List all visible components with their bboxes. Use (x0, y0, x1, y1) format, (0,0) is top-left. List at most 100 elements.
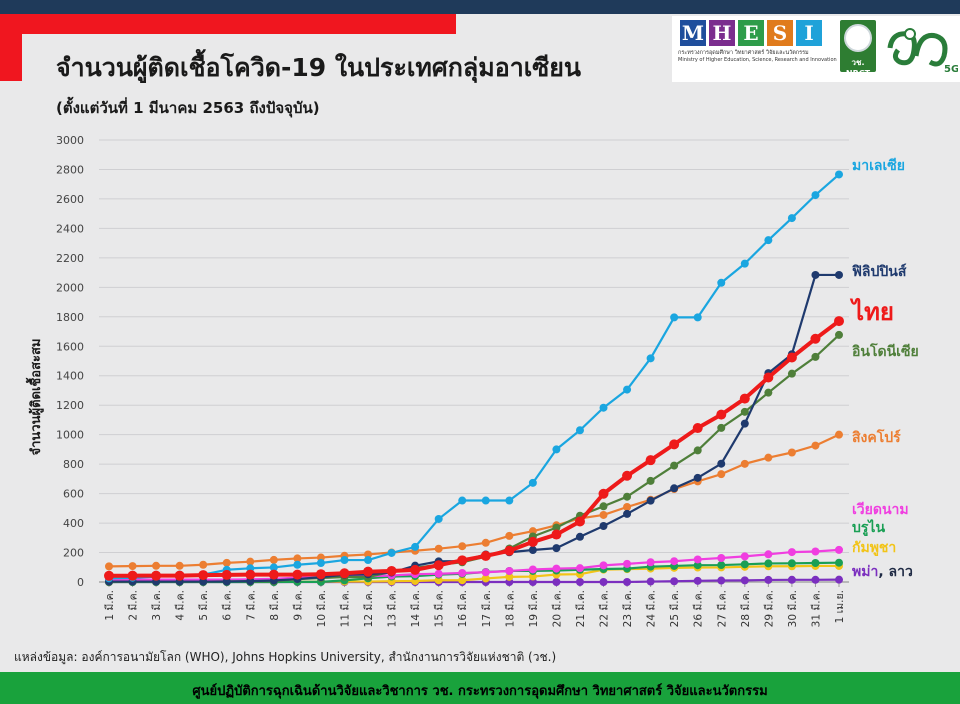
x-tick-15: 15 มี.ค. (433, 590, 446, 627)
point-1-24 (646, 354, 655, 363)
point-1-29 (764, 236, 773, 245)
x-axis-tick-labels: 1 มี.ค. 2 มี.ค. 3 มี.ค. 4 มี.ค. 5 มี.ค. 6 มี.… (103, 582, 846, 627)
point-2-32 (835, 270, 843, 279)
y-axis-tick-labels: 0 200 400 600 800 1000 1200 1400 1600 1800 2000 220… (56, 134, 84, 589)
top-navy-bar (0, 0, 960, 14)
y-tick-400: 400 (63, 517, 84, 530)
point-8-19 (528, 572, 537, 581)
y-tick-2800: 2800 (56, 163, 84, 176)
point-6-15 (434, 569, 443, 578)
y-tick-2600: 2600 (56, 193, 84, 206)
x-tick-2: 2 มี.ค. (127, 590, 140, 621)
y-tick-2200: 2200 (56, 252, 84, 265)
point-1-18 (505, 496, 514, 505)
point-7-31 (811, 558, 820, 567)
y-axis-label: จำนวนผู้ติดเชื้อสะสม (25, 339, 44, 456)
point-6-26 (693, 555, 702, 564)
point-3-19 (527, 536, 538, 547)
point-3-2 (127, 570, 138, 581)
series-label-6: เวียดนาม (852, 502, 909, 518)
point-3-20 (551, 529, 562, 540)
point-5-9 (293, 554, 302, 563)
point-1-8 (269, 563, 278, 572)
point-1-23 (623, 385, 632, 394)
series-line-2 (109, 273, 839, 583)
point-1-25 (670, 313, 679, 322)
point-6-31 (811, 547, 820, 556)
point-3-27 (716, 409, 727, 420)
point-5-2 (128, 562, 137, 571)
x-tick-11: 11 มี.ค. (338, 590, 351, 627)
point-4-26 (693, 446, 702, 455)
point-3-17 (480, 550, 491, 561)
y-tick-2400: 2400 (56, 222, 84, 235)
x-tick-13: 13 มี.ค. (386, 590, 399, 627)
x-tick-9: 9 มี.ค. (291, 590, 304, 621)
point-3-7 (245, 569, 256, 580)
x-tick-17: 17 มี.ค. (480, 590, 493, 627)
point-5-7 (246, 557, 255, 566)
y-tick-800: 800 (63, 458, 84, 471)
x-tick-14: 14 มี.ค. (409, 590, 422, 627)
point-1-16 (458, 496, 467, 505)
point-6-23 (623, 559, 632, 568)
point-9-23 (623, 578, 632, 586)
series-5 (105, 430, 843, 571)
mhesi-letter-m: M (680, 20, 706, 46)
mhesi-letter-e: E (738, 20, 764, 46)
series-label-8: กัมพูชา (852, 540, 896, 556)
nrct-emblem-icon (844, 24, 872, 52)
y-tick-0: 0 (77, 576, 84, 589)
page-title: จำนวนผู้ติดเชื้อโควิด-19 ในประเทศกลุ่มอา… (56, 53, 581, 82)
point-5-16 (458, 542, 467, 551)
point-9-20 (552, 578, 561, 586)
point-3-5 (198, 570, 209, 581)
x-tick-27: 27 มี.ค. (715, 590, 728, 627)
x-tick-31: 31 มี.ค. (809, 590, 822, 627)
y-tick-200: 200 (63, 547, 84, 560)
point-1-15 (434, 514, 443, 523)
chart-gridlines (99, 139, 849, 583)
mhesi-english-name: Ministry of Higher Education, Science, R… (678, 57, 837, 63)
point-2-21 (575, 532, 584, 541)
x-tick-21: 21 มี.ค. (574, 590, 587, 627)
series-1 (105, 170, 843, 583)
point-2-20 (552, 544, 561, 553)
point-9-31 (811, 575, 820, 584)
point-2-28 (740, 419, 749, 428)
point-5-6 (222, 558, 231, 567)
side-red-accent (0, 34, 22, 81)
point-5-23 (623, 503, 632, 512)
data-source-note: แหล่งข้อมูล: องค์การอนามัยโลก (WHO), Joh… (14, 650, 557, 664)
series-label-1: มาเลเซีย (852, 158, 905, 174)
point-7-32 (835, 558, 843, 567)
point-5-32 (835, 430, 843, 439)
point-9-26 (693, 576, 702, 585)
mhesi-letter-h: H (709, 20, 735, 46)
point-3-11 (339, 568, 350, 579)
point-5-4 (175, 561, 184, 570)
point-7-26 (693, 561, 702, 570)
x-tick-8: 8 มี.ค. (268, 590, 281, 621)
x-tick-24: 24 มี.ค. (645, 590, 658, 627)
point-1-30 (787, 214, 796, 223)
x-tick-20: 20 มี.ค. (550, 590, 563, 627)
point-9-29 (764, 575, 773, 584)
x-tick-32: 1 เม.ย. (834, 590, 846, 623)
point-2-27 (717, 459, 726, 468)
point-6-22 (599, 561, 608, 570)
point-9-25 (670, 577, 679, 586)
point-1-26 (693, 313, 702, 322)
point-5-12 (364, 550, 373, 559)
point-6-18 (505, 566, 514, 575)
point-9-28 (740, 576, 749, 585)
y-tick-600: 600 (63, 488, 84, 501)
point-5-17 (481, 538, 490, 547)
mhesi-letter-i: I (796, 20, 822, 46)
point-1-27 (717, 278, 726, 287)
point-2-19 (528, 546, 537, 555)
series-labels: มาเลเซียฟิลิปปินส์ไทยอินโดนีเซียสิงคโปร์… (849, 158, 919, 580)
y-tick-1400: 1400 (56, 370, 84, 383)
point-3-18 (504, 545, 515, 556)
